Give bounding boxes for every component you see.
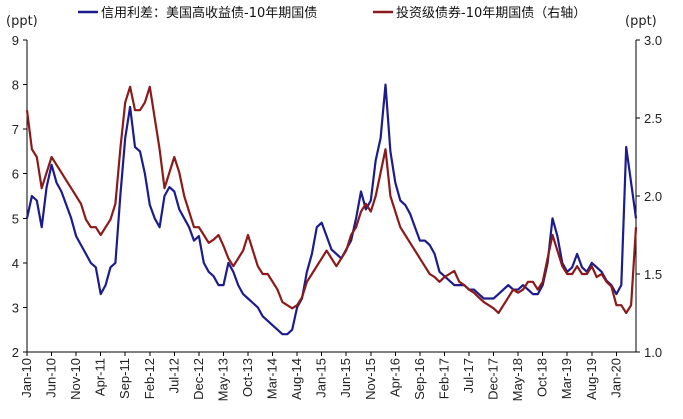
x-tick-label: Sep-16 bbox=[412, 358, 427, 400]
x-tick-label: Feb-17 bbox=[436, 358, 451, 399]
right-unit-label: (ppt) bbox=[625, 14, 657, 29]
x-tick-label: Mar-14 bbox=[265, 358, 280, 399]
series-line-high-yield bbox=[25, 83, 638, 336]
left-tick-label: 2 bbox=[12, 345, 19, 360]
left-tick-label: 5 bbox=[12, 211, 19, 226]
x-tick-label: May-13 bbox=[215, 358, 230, 401]
left-tick-label: 9 bbox=[12, 33, 19, 48]
left-tick-label: 4 bbox=[12, 256, 19, 271]
x-tick-label: Jan-10 bbox=[19, 358, 34, 398]
right-tick-label: 2.0 bbox=[644, 189, 662, 204]
x-tick-label: Jan-20 bbox=[608, 358, 623, 398]
x-tick-label: Jul-12 bbox=[166, 358, 181, 393]
x-tick-label: Feb-12 bbox=[142, 358, 157, 399]
legend: 信用利差：美国高收益债-10年期国债 投资级债券-10年期国债（右轴） bbox=[78, 5, 586, 21]
x-tick-label: Nov-15 bbox=[363, 358, 378, 400]
plot-lines bbox=[25, 83, 638, 336]
x-tick-label: Dec-17 bbox=[486, 358, 501, 400]
x-tick-label: Jun-10 bbox=[44, 358, 59, 398]
x-tick-label: May-18 bbox=[510, 358, 525, 401]
x-tick-label: Aug-19 bbox=[584, 358, 599, 400]
right-tick-label: 1.5 bbox=[644, 267, 662, 282]
axes: 2 3 4 5 6 7 8 9 1.0 1.5 2.0 2.5 3.0 Jan-10 Jun-10 Nov-1… bbox=[12, 33, 662, 401]
left-tick-label: 6 bbox=[12, 167, 19, 182]
x-tick-label: Oct-13 bbox=[240, 358, 255, 397]
right-tick-label: 1.0 bbox=[644, 345, 662, 360]
x-tick-label: Jul-17 bbox=[461, 358, 476, 393]
x-tick-label: Jan-15 bbox=[314, 358, 329, 398]
left-tick-label: 8 bbox=[12, 78, 19, 93]
x-tick-label: Apr-16 bbox=[387, 358, 402, 397]
x-tick-label: Jun-15 bbox=[338, 358, 353, 398]
x-tick-label: Aug-14 bbox=[289, 358, 304, 400]
x-tick-label: Sep-11 bbox=[117, 358, 132, 399]
left-tick-label: 3 bbox=[12, 300, 19, 315]
x-tick-label: Oct-18 bbox=[535, 358, 550, 397]
x-tick-label: Nov-10 bbox=[68, 358, 83, 400]
series-line-investment-grade bbox=[25, 85, 638, 315]
left-tick-label: 7 bbox=[12, 122, 19, 137]
right-tick-label: 2.5 bbox=[644, 111, 662, 126]
legend-label-investment-grade: 投资级债券-10年期国债（右轴） bbox=[396, 5, 586, 21]
legend-label-high-yield: 信用利差：美国高收益债-10年期国债 bbox=[101, 5, 317, 21]
left-unit-label: (ppt) bbox=[6, 14, 38, 29]
x-tick-label: Dec-12 bbox=[191, 358, 206, 400]
x-tick-label: Mar-19 bbox=[559, 358, 574, 399]
x-tick-label: Apr-11 bbox=[93, 358, 108, 396]
right-tick-label: 3.0 bbox=[644, 33, 662, 48]
